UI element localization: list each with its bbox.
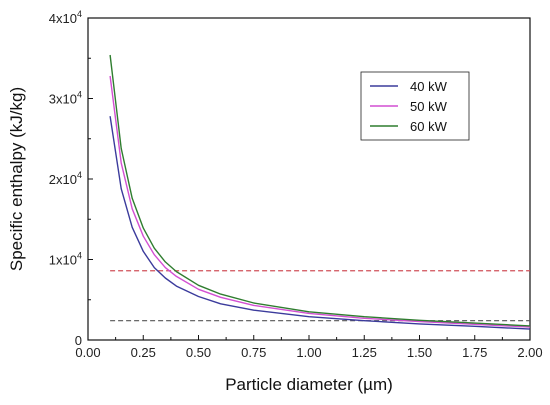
legend: 40 kW 50 kW 60 kW	[360, 71, 470, 141]
series-line-2	[109, 75, 531, 328]
y-tick-label: 2x104	[49, 170, 82, 187]
y-tick-label: 0	[75, 333, 82, 348]
y-tick-label: 1x104	[49, 251, 82, 268]
series-lines	[109, 54, 531, 330]
y-tick-label: 3x104	[49, 90, 82, 107]
legend-label-1: 40 kW	[410, 79, 448, 94]
x-tick-label: 1.25	[352, 345, 377, 360]
x-axis-ticks: 0.00 0.25 0.50 0.75 1.00 1.25 1.50 1.75 2.00	[75, 335, 543, 360]
y-axis-ticks: 0 1x104 2x104 3x104 4x104	[49, 9, 93, 348]
x-axis-title: Particle diameter (µm)	[225, 375, 393, 394]
x-tick-label: 0.50	[186, 345, 211, 360]
legend-label-3: 60 kW	[410, 119, 448, 134]
x-tick-label: 1.50	[407, 345, 432, 360]
series-line-3	[109, 54, 531, 327]
plot-frame	[87, 17, 531, 341]
series-line-1	[109, 116, 531, 330]
x-tick-label: 0.00	[75, 345, 100, 360]
legend-label-2: 50 kW	[410, 99, 448, 114]
x-tick-label: 2.00	[517, 345, 542, 360]
x-tick-label: 1.00	[296, 345, 321, 360]
y-axis-title: Specific enthalpy (kJ/kg)	[7, 87, 26, 271]
reference-lines	[110, 270, 530, 322]
x-tick-label: 0.25	[131, 345, 156, 360]
x-tick-label: 1.75	[462, 345, 487, 360]
x-tick-label: 0.75	[241, 345, 266, 360]
y-tick-label: 4x104	[49, 9, 82, 26]
